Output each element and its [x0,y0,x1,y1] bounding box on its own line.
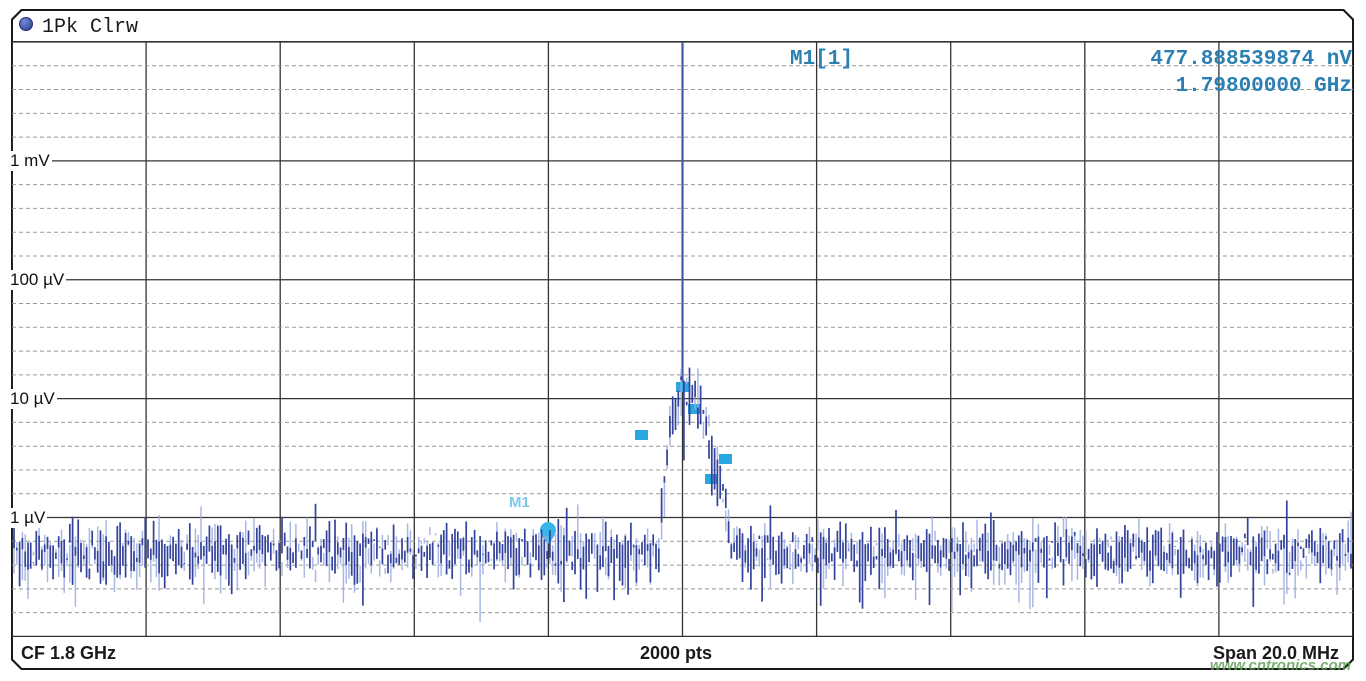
svg-text:M1: M1 [509,494,530,511]
